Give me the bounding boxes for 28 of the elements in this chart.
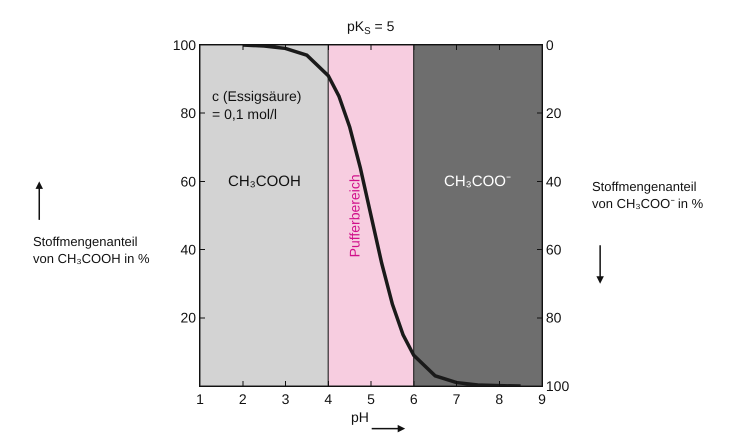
- y2-tick-label: 0: [546, 36, 554, 53]
- band-label: CH₃COO⁻: [444, 173, 511, 190]
- annotation: c (Essigsäure) = 0,1 mol/l: [212, 88, 302, 122]
- band-label: CH₃COOH: [228, 173, 301, 190]
- x-tick-label: 7: [452, 390, 461, 407]
- x-tick-label: 5: [367, 390, 376, 407]
- x-tick-label: 1: [196, 390, 204, 407]
- y2-tick-label: 80: [546, 310, 562, 326]
- band-label: Pufferbereich: [346, 174, 362, 258]
- y2-tick-label: 40: [546, 173, 562, 190]
- y-tick-label: 20: [180, 310, 196, 326]
- y-tick-label: 40: [180, 242, 196, 258]
- x-tick-label: 8: [495, 390, 504, 407]
- x-axis-title: pH: [351, 409, 369, 425]
- y2-tick-label: 60: [546, 242, 562, 258]
- x-tick-label: 3: [282, 390, 290, 407]
- y2-tick-label: 100: [546, 378, 570, 394]
- x-tick-label: 4: [324, 390, 332, 407]
- x-tick-label: 6: [410, 390, 418, 407]
- y2-axis-title: Stoffmengenanteil von CH₃COO⁻ in %: [592, 179, 704, 211]
- x-tick-label: 9: [538, 390, 546, 407]
- y2-tick-label: 20: [546, 105, 562, 122]
- y-tick-label: 100: [172, 36, 196, 53]
- y-tick-label: 60: [180, 173, 196, 190]
- annotation: pK$_{S}$ = 5: [347, 18, 395, 37]
- x-tick-label: 2: [238, 390, 247, 407]
- y-tick-label: 80: [180, 105, 196, 122]
- y-axis-title: Stoffmengenanteil von CH₃COOH in %: [33, 234, 150, 266]
